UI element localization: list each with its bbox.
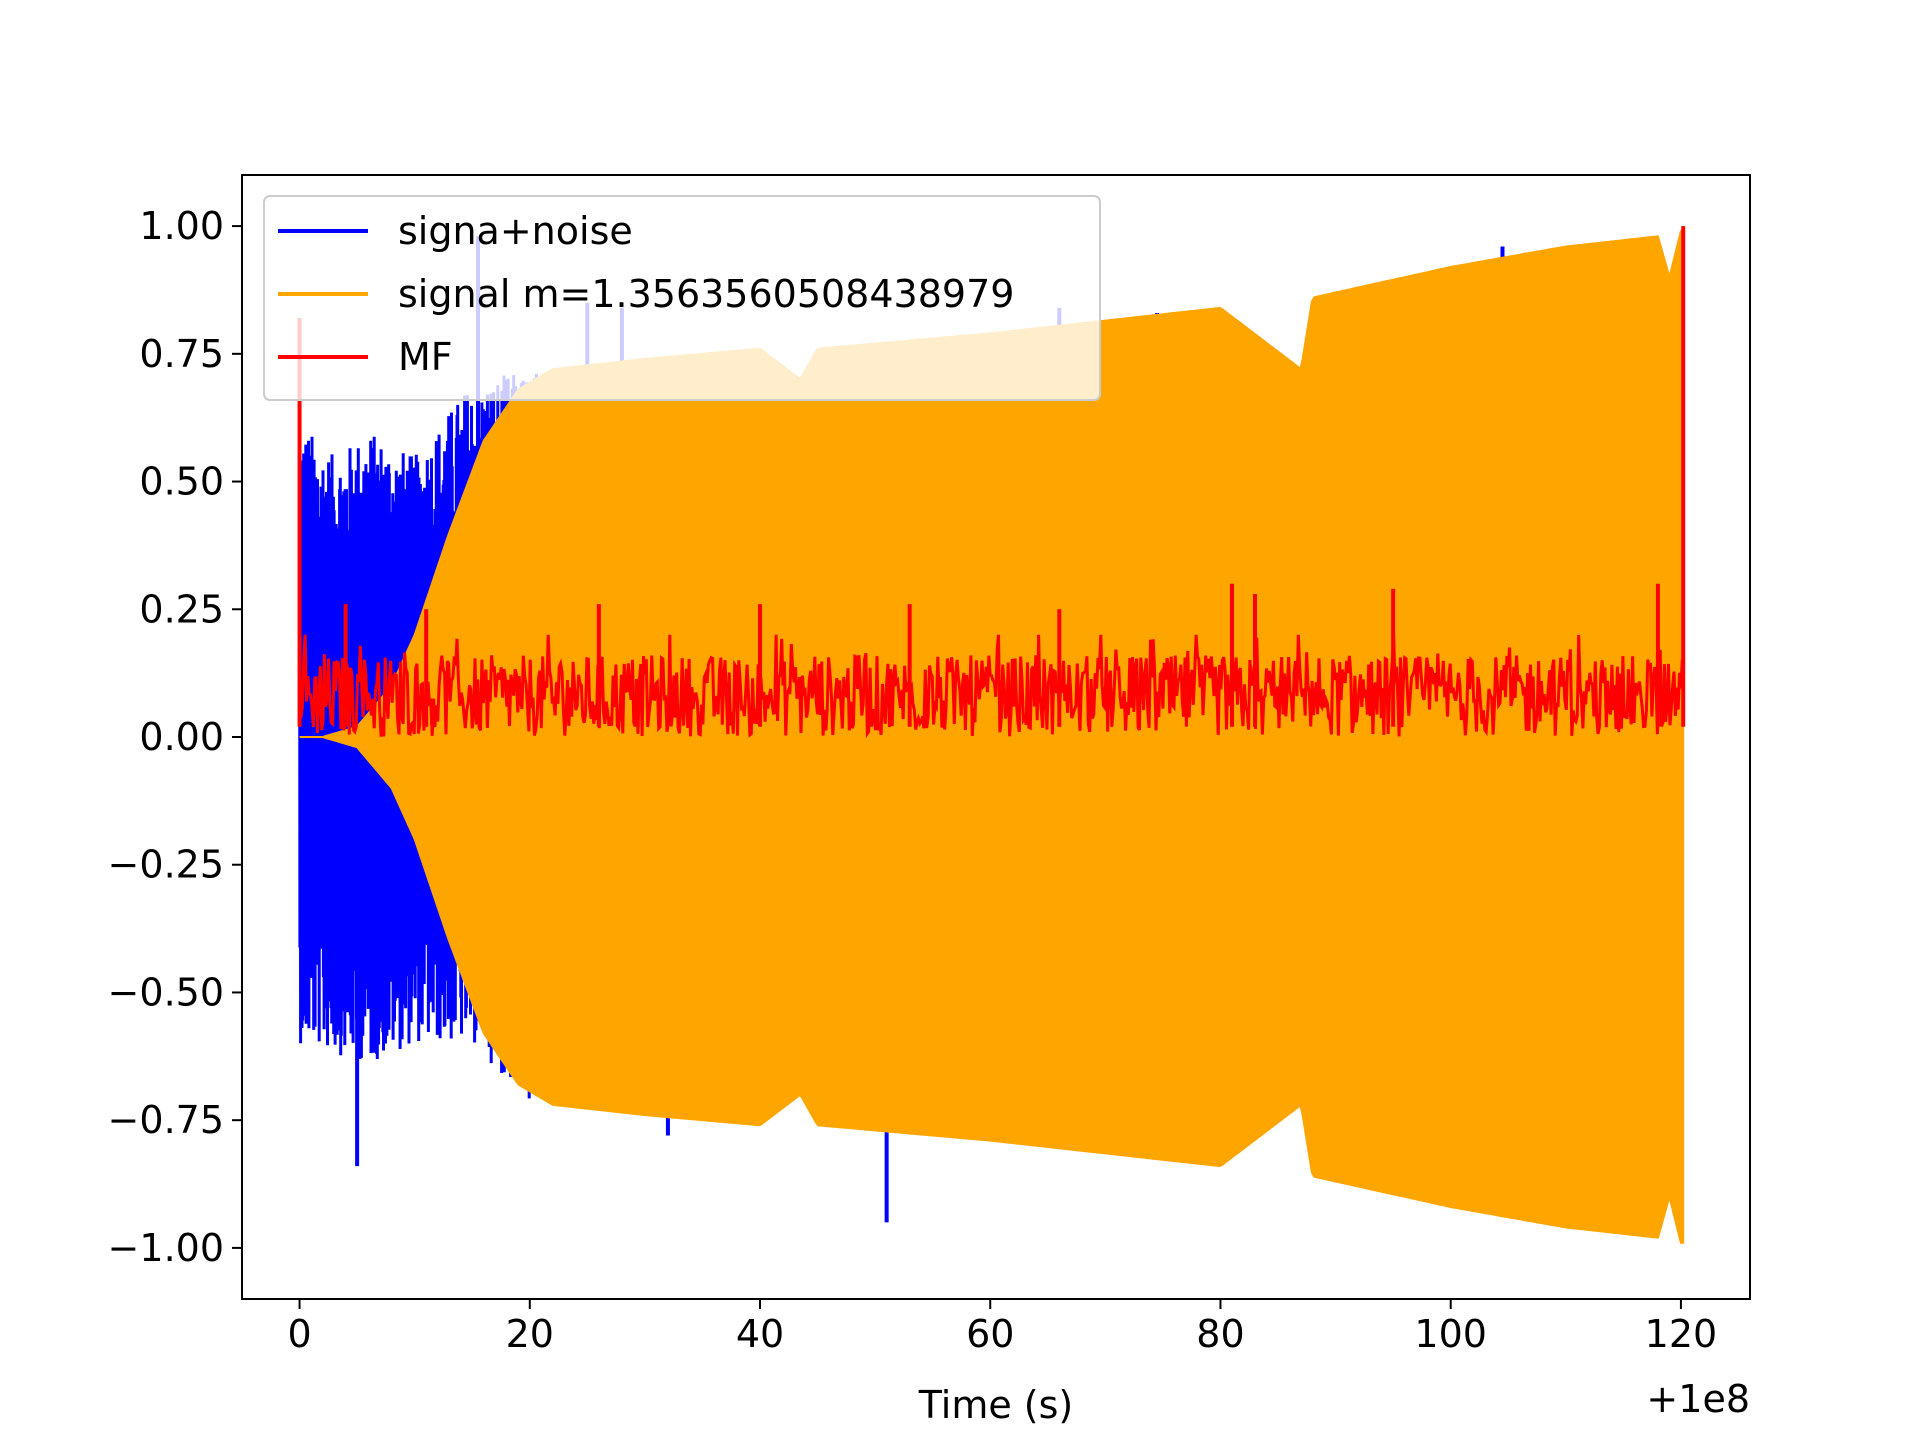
series-layer — [297, 226, 1686, 1244]
legend-label-mf: MF — [398, 335, 453, 379]
x-tick-label: 0 — [287, 1312, 311, 1356]
y-tick-label: −1.00 — [108, 1226, 224, 1270]
x-tick-label: 40 — [736, 1312, 784, 1356]
y-axis: −1.00 −0.75 −0.50 −0.25 0.00 0.25 0.50 0.75 1.00 — [108, 204, 242, 1270]
x-offset-label: +1e8 — [1646, 1377, 1750, 1421]
legend: signa+noise signal m=1.3563560508438979 … — [263, 195, 1101, 401]
legend-box — [263, 195, 1101, 401]
x-tick-label: 80 — [1196, 1312, 1244, 1356]
y-tick-label: 0.25 — [139, 587, 224, 631]
y-tick-label: 0.75 — [139, 332, 224, 376]
legend-label-signal-noise: signa+noise — [398, 209, 633, 253]
legend-label-signal: signal m=1.3563560508438979 — [398, 272, 1014, 316]
x-tick-label: 100 — [1414, 1312, 1487, 1356]
series-mf — [298, 634, 1684, 739]
y-tick-label: 1.00 — [139, 204, 224, 248]
y-tick-label: 0.50 — [139, 460, 224, 504]
x-axis: 0 20 40 60 80 100 120 — [287, 1299, 1717, 1356]
x-axis-label: Time (s) — [918, 1383, 1074, 1427]
y-tick-label: −0.25 — [108, 843, 224, 887]
y-tick-label: −0.75 — [108, 1098, 224, 1142]
y-tick-label: −0.50 — [108, 970, 224, 1014]
x-tick-label: 20 — [506, 1312, 554, 1356]
x-tick-label: 120 — [1645, 1312, 1718, 1356]
y-tick-label: 0.00 — [139, 715, 224, 759]
x-tick-label: 60 — [966, 1312, 1014, 1356]
